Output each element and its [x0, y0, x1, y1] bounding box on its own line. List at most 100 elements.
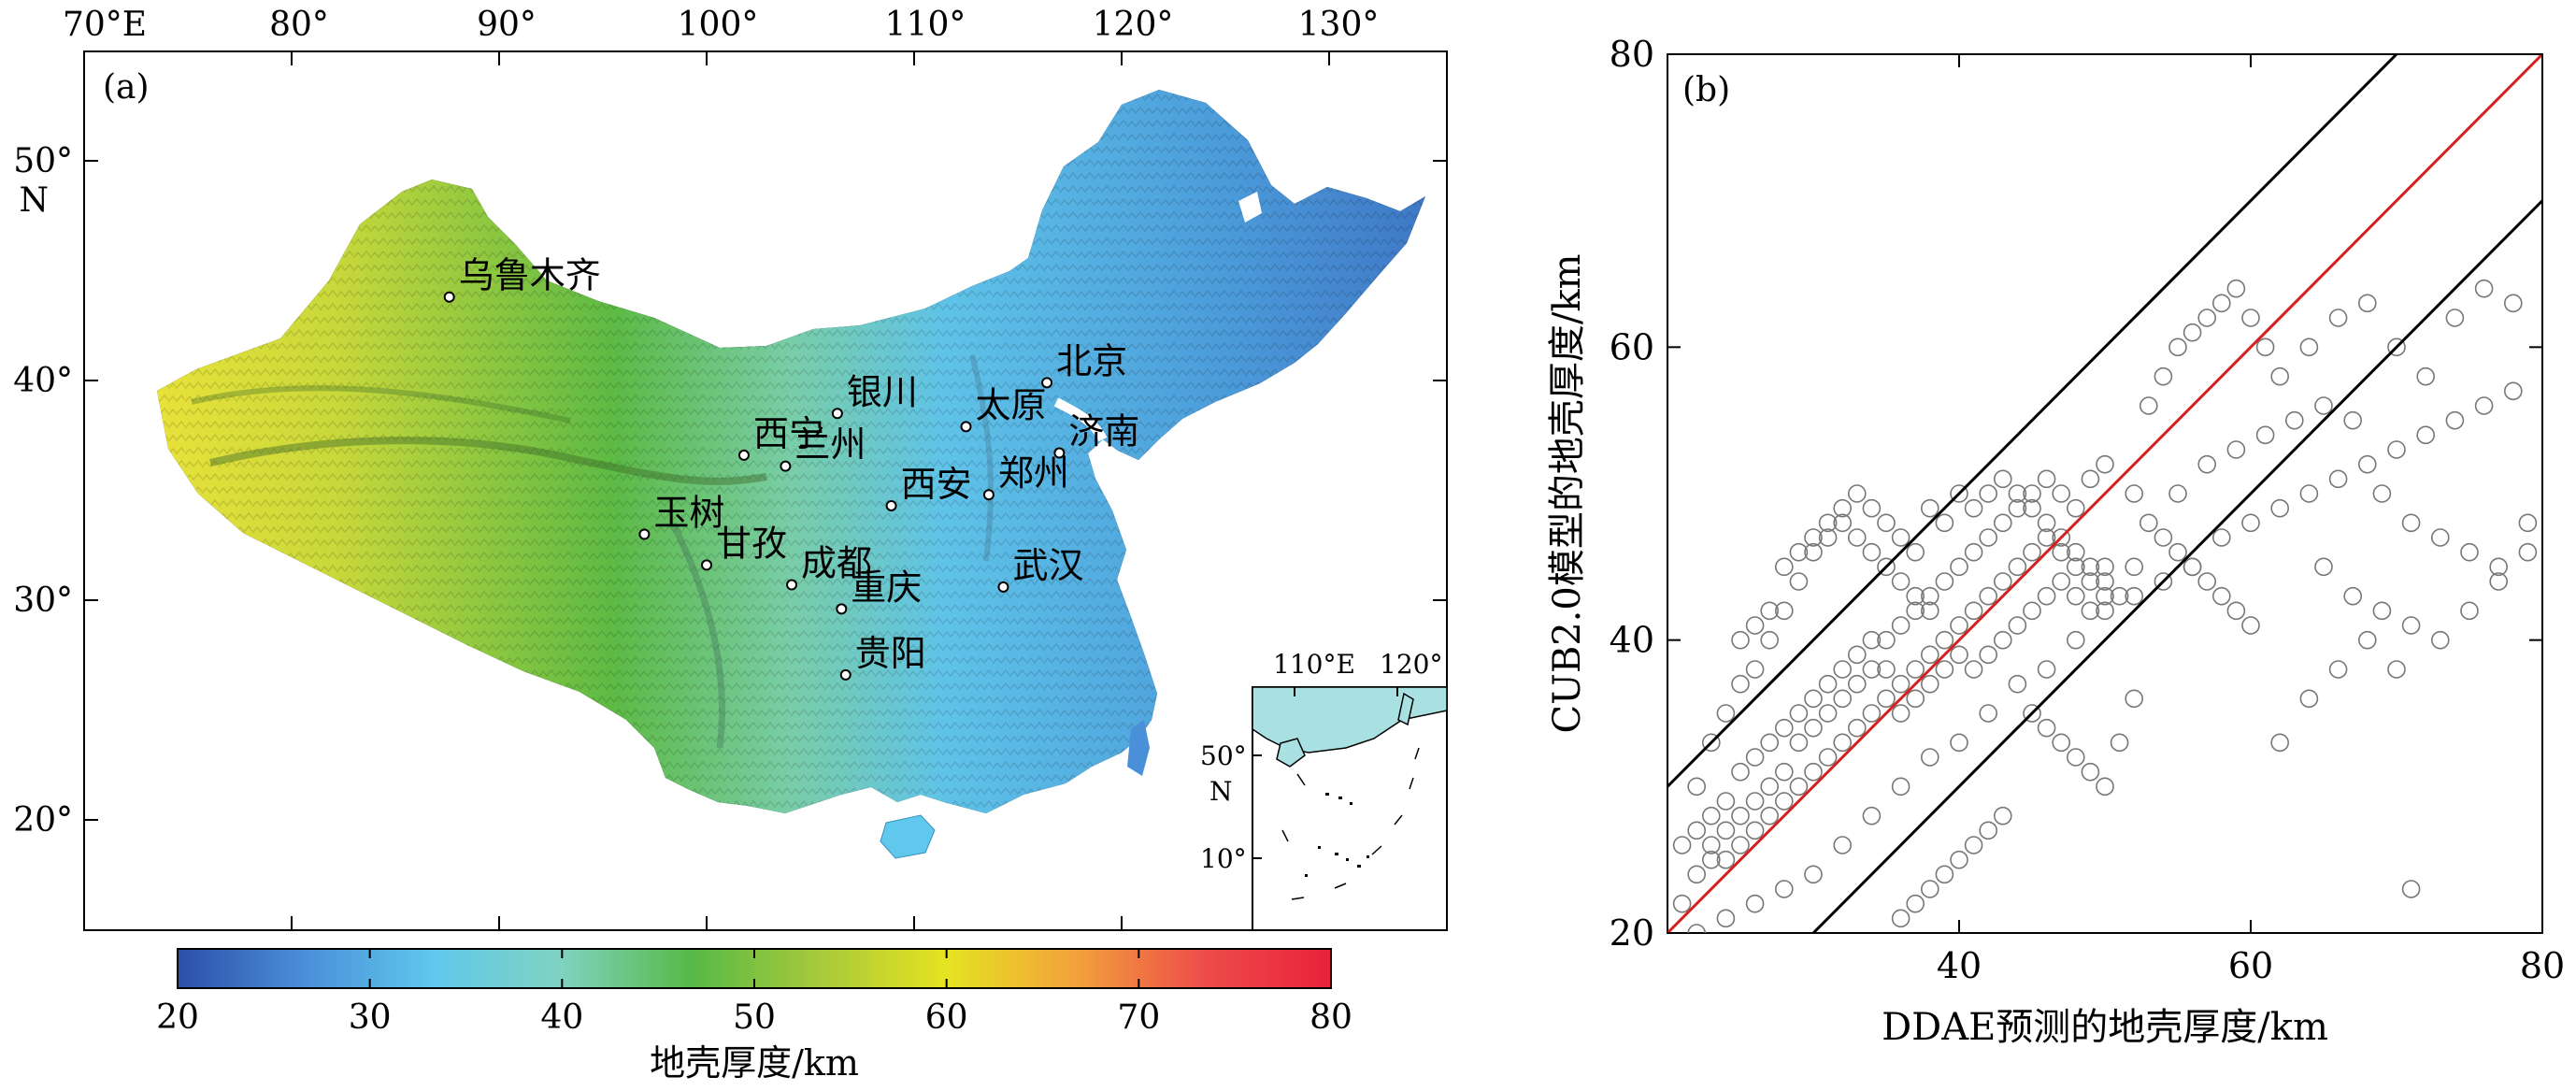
- scatter-point: [1994, 469, 2012, 489]
- scatter-point: [2358, 454, 2377, 474]
- scatter-point: [1950, 733, 1968, 753]
- scatter-point: [1891, 674, 1911, 694]
- scatter-point: [1848, 674, 1867, 694]
- scatter-point: [1804, 718, 1823, 738]
- scatter-point: [1833, 836, 1852, 854]
- city-label: 北京: [1056, 340, 1127, 381]
- scatter-point: [2270, 366, 2289, 386]
- scatter-point: [2328, 469, 2348, 489]
- scatter-point: [2081, 469, 2100, 489]
- inset-mainland: [1252, 686, 1448, 754]
- scatter-point: [1921, 498, 1939, 518]
- scatter-point: [2372, 484, 2392, 503]
- scatter-point: [1964, 660, 1983, 679]
- scatter-point: [2140, 513, 2158, 533]
- scatter-axes: 40 60 80 20 40 60 80: [1610, 34, 2566, 986]
- inset-tick-marks: [1252, 687, 1398, 859]
- scatter-point: [2096, 572, 2114, 591]
- scatter-point: [1921, 601, 1939, 621]
- city-label: 西安: [901, 464, 972, 505]
- scatter-point: [2067, 748, 2085, 767]
- inset-boundary-dashes: [1281, 747, 1420, 900]
- scatter-point: [1862, 542, 1882, 562]
- city-label: 济南: [1068, 411, 1139, 452]
- scatter-point: [2241, 513, 2260, 533]
- city-marker: [885, 499, 897, 511]
- scatter-point: [1818, 513, 1838, 533]
- city-label: 武汉: [1012, 545, 1083, 586]
- scatter-point: [1950, 645, 1968, 665]
- scatter-point: [1921, 748, 1939, 767]
- x-tick-label: 60: [2228, 945, 2273, 986]
- scatter-point: [1979, 704, 1997, 723]
- city-marker: [831, 408, 843, 420]
- scatter-point: [2226, 601, 2246, 621]
- city-marker: [1041, 377, 1053, 389]
- city-marker: [780, 460, 792, 472]
- scatter-point: [1891, 704, 1911, 723]
- scatter-point: [2168, 484, 2187, 503]
- scatter-point: [1994, 630, 2012, 650]
- scatter-point: [2081, 601, 2100, 621]
- scatter-point: [1877, 689, 1896, 709]
- scatter-point: [1775, 762, 1794, 782]
- scatter-point: [2008, 616, 2027, 635]
- scatter-point: [2067, 586, 2085, 606]
- city-label: 银川: [847, 371, 918, 412]
- scatter-point: [2387, 337, 2406, 357]
- scatter-point: [1775, 718, 1794, 738]
- scatter-point: [1979, 484, 1997, 503]
- scatter-point: [1716, 704, 1736, 723]
- scatter-point: [2358, 630, 2377, 650]
- scatter-point: [2096, 454, 2114, 474]
- y-tick-label: 60: [1610, 326, 1654, 367]
- lon-tick-label: 120°: [1093, 6, 1174, 44]
- scatter-point: [2489, 557, 2508, 577]
- scatter-point: [1979, 821, 1997, 840]
- scatter-point: [1702, 733, 1721, 753]
- inset-labels: 110°E 120° 50° N 10°: [1200, 649, 1442, 874]
- scatter-point: [2270, 498, 2289, 518]
- scatter-point: [1906, 894, 1925, 913]
- scatter-point: [1731, 836, 1750, 854]
- scatter-point: [2255, 337, 2275, 357]
- scatter-point: [2474, 279, 2494, 298]
- scatter-point: [2037, 718, 2056, 738]
- scatter-point: [2241, 309, 2260, 327]
- scatter-point: [2372, 601, 2392, 621]
- city-marker: [1053, 447, 1066, 459]
- scatter-point: [1877, 630, 1896, 650]
- scatter-point: [2110, 733, 2129, 753]
- scatter-point: [2037, 586, 2056, 606]
- y-tick-label: 20: [1610, 912, 1654, 954]
- city-label: 成都: [801, 543, 872, 584]
- scatter-point: [2023, 601, 2041, 621]
- scatter-point: [2037, 469, 2056, 489]
- city-label: 贵阳: [855, 633, 926, 674]
- scatter-point: [1877, 513, 1896, 533]
- scatter-point: [2096, 601, 2114, 621]
- city-marker: [701, 559, 712, 571]
- scatter-point: [1862, 630, 1882, 650]
- city-marker: [960, 421, 972, 433]
- scatter-point: [2328, 660, 2348, 679]
- china-landmass: [157, 90, 1425, 859]
- colorbar-tick-label: 60: [925, 998, 968, 1037]
- panel-a-map: (a): [13, 6, 1448, 1084]
- scatter-point: [2067, 630, 2085, 650]
- scatter-point: [1921, 674, 1939, 694]
- lat-tick-label: 40°: [13, 362, 73, 400]
- mountain-ridge: [969, 354, 994, 562]
- scatter-point: [2518, 542, 2538, 562]
- scatter-point: [2052, 484, 2070, 503]
- panel-b-label: (b): [1682, 71, 1730, 109]
- scatter-point: [2154, 366, 2173, 386]
- scatter-point: [1862, 806, 1882, 825]
- inset-lat-tick-label: 50°: [1200, 740, 1247, 771]
- scatter-point: [1994, 806, 2012, 825]
- scatter-point: [2037, 660, 2056, 679]
- scatter-point: [1818, 528, 1838, 547]
- scatter-point: [1760, 777, 1779, 797]
- city-marker: [786, 579, 798, 591]
- scatter-point: [2270, 733, 2289, 753]
